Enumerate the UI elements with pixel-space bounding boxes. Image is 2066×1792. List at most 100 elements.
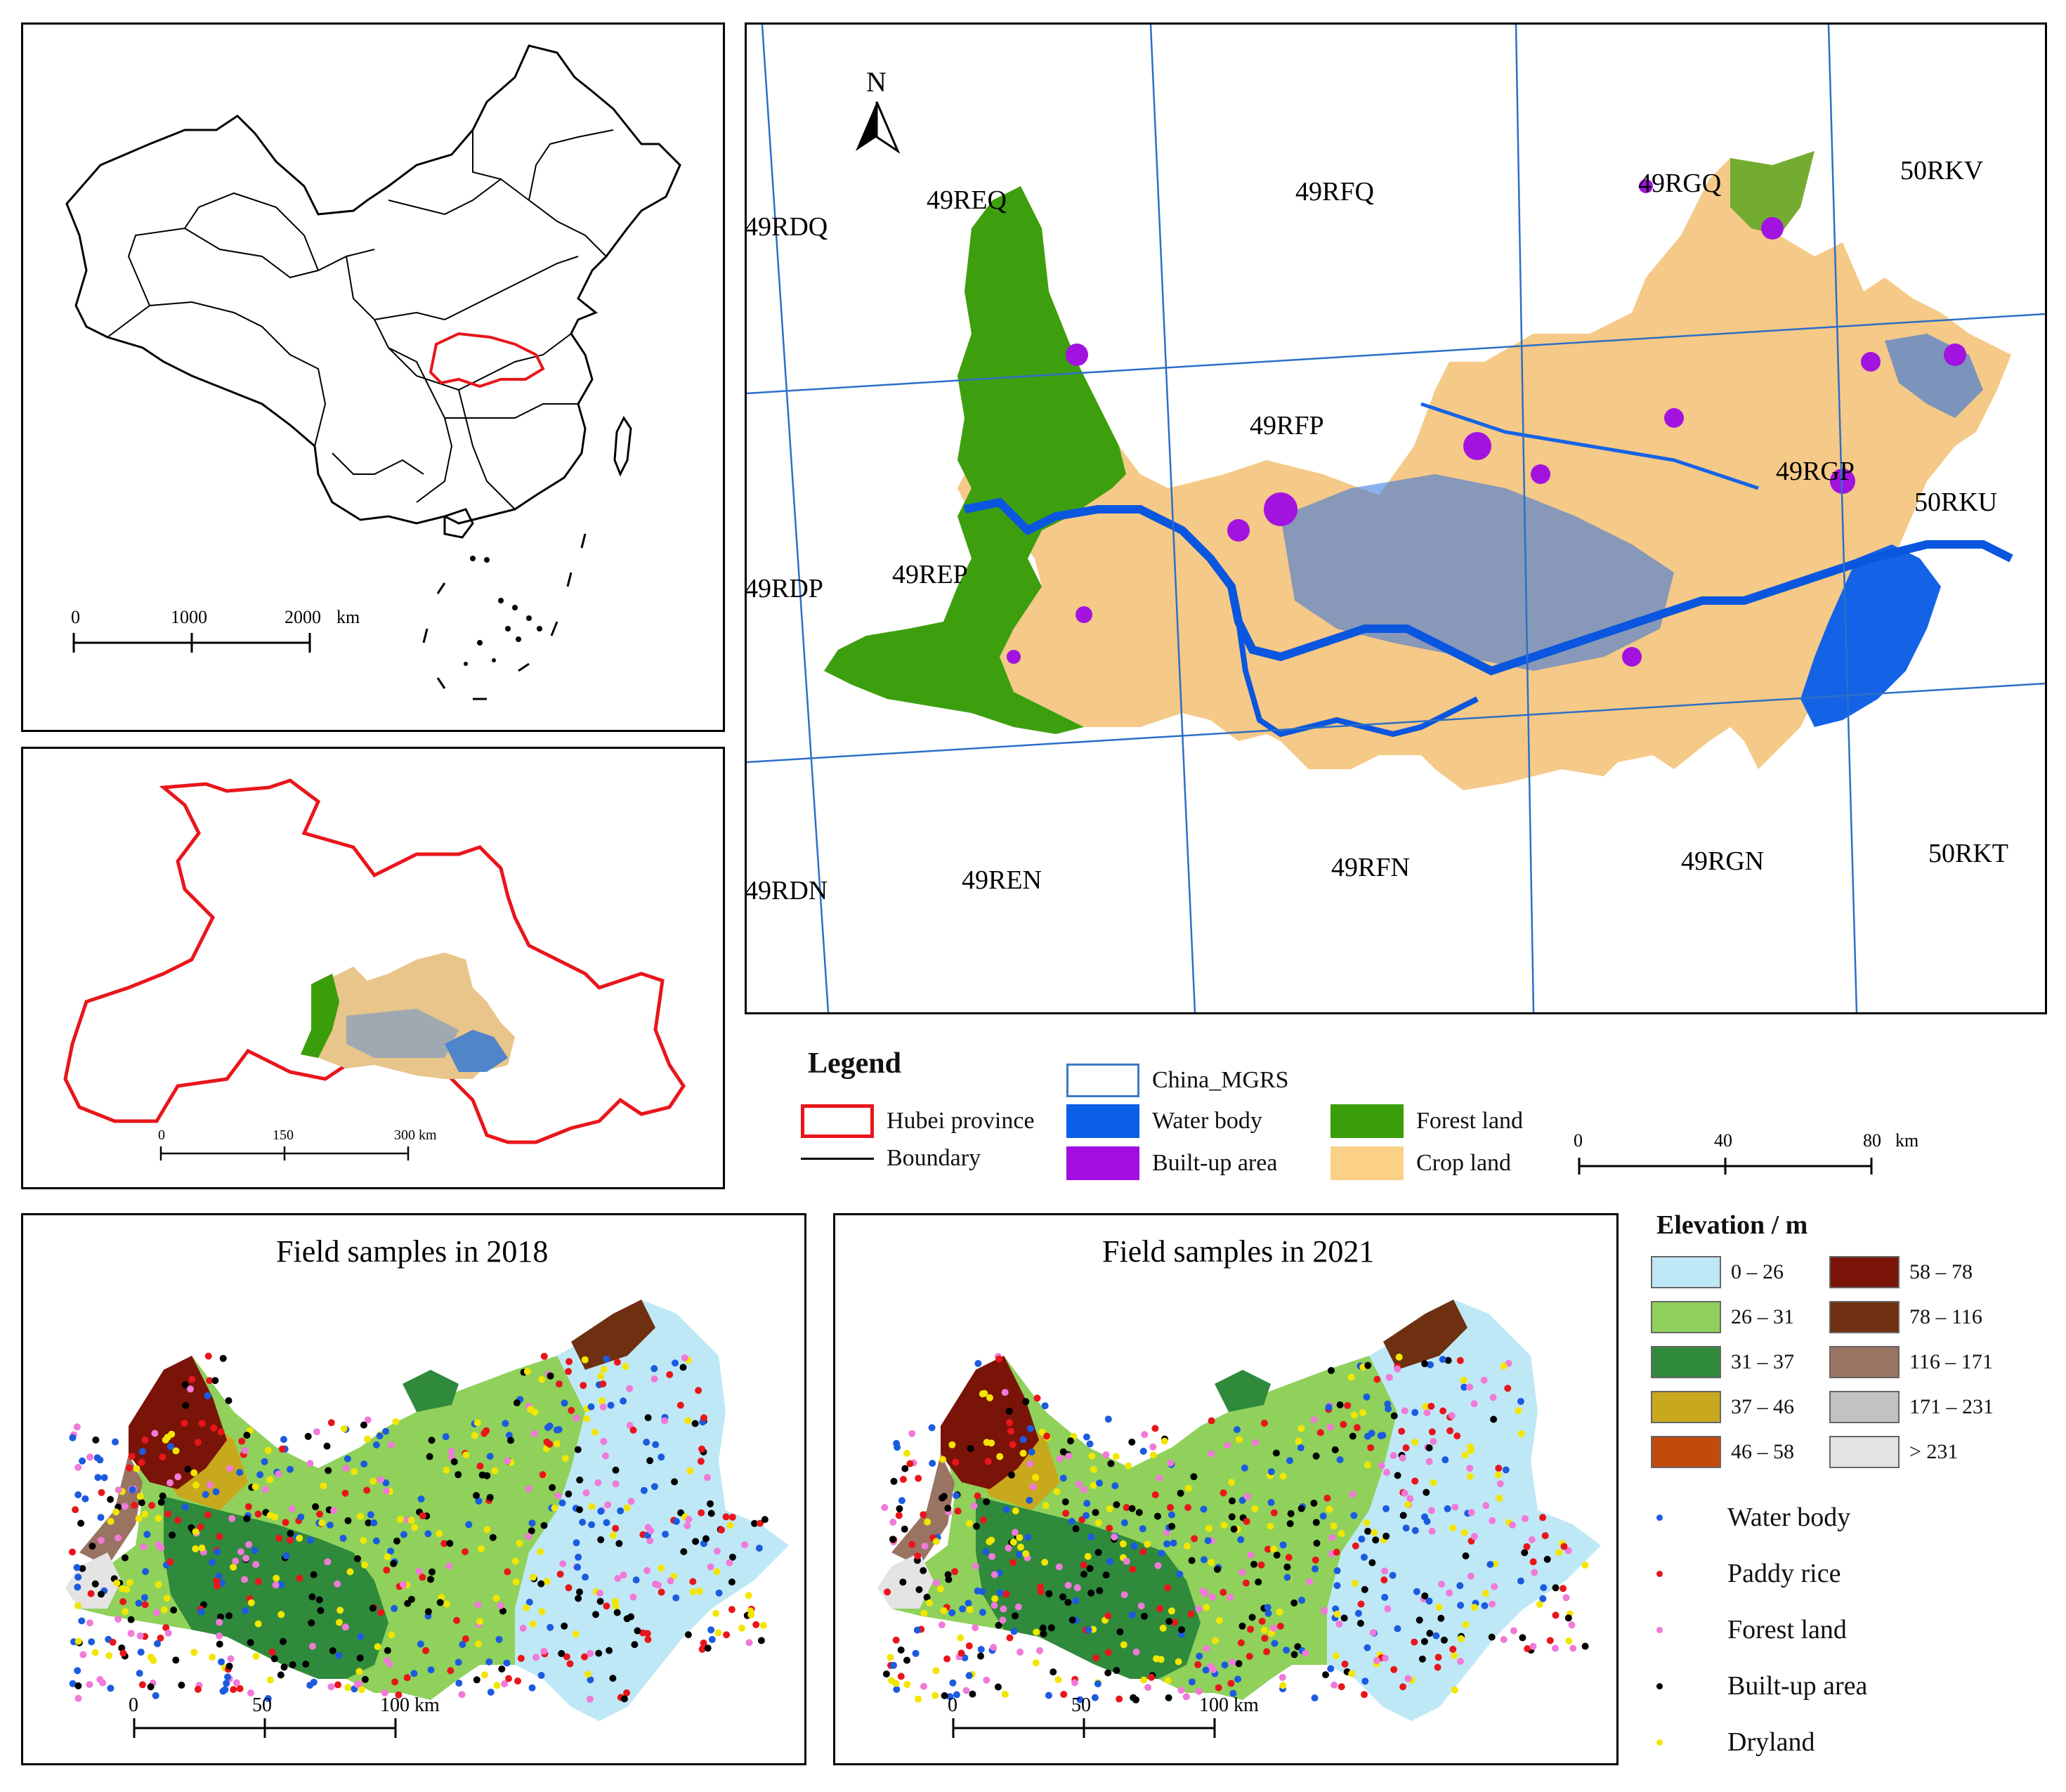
sample-point (1250, 1560, 1257, 1568)
sample-point (129, 1486, 136, 1493)
sample-point (1456, 1356, 1464, 1364)
sample-point (516, 1540, 523, 1547)
sample-point (427, 1576, 434, 1583)
north-arrow-icon (856, 101, 901, 155)
sample-point (206, 1481, 214, 1489)
sample-point (1178, 1626, 1185, 1633)
sample-point (1227, 1593, 1234, 1601)
sample-point (372, 1537, 380, 1545)
sample-point (225, 1662, 233, 1670)
sample-point (897, 1673, 905, 1680)
sample-point (1461, 1451, 1469, 1459)
sample-point (620, 1397, 627, 1405)
sample-point (1094, 1519, 1102, 1526)
sample-point (995, 1621, 1002, 1629)
sample-point (282, 1552, 290, 1559)
sample-point (105, 1652, 113, 1659)
sample-point (1260, 1626, 1268, 1634)
sample-point (1123, 1504, 1130, 1511)
mgrs-map-panel: N 49RDQ 49REQ 49RFQ 49RGQ 50RKV 49RFP 49… (745, 22, 2047, 1014)
sample-point (1369, 1629, 1377, 1637)
sample-point (153, 1609, 160, 1616)
sample-point (1168, 1607, 1175, 1615)
elevation-swatch (1829, 1256, 1900, 1288)
sample-point (549, 1484, 556, 1491)
sample-point (360, 1421, 367, 1429)
sample-point (951, 1568, 959, 1576)
sample-point (190, 1469, 198, 1477)
sample-point (1151, 1491, 1159, 1498)
sample-point (1037, 1588, 1045, 1595)
sample-point (487, 1688, 495, 1696)
sample-point (899, 1578, 907, 1586)
sample-point (312, 1503, 320, 1510)
tile-label: 50RKT (1928, 839, 2008, 868)
sample-point (181, 1420, 188, 1427)
sample-point (1242, 1579, 1250, 1587)
sample-point (620, 1571, 627, 1579)
sample-point (1367, 1444, 1375, 1451)
sample-point (1009, 1559, 1017, 1567)
sample-point (1340, 1420, 1347, 1428)
sample-point (650, 1375, 658, 1382)
sample-point (1441, 1456, 1449, 1464)
sample-point (209, 1654, 216, 1661)
sample-point (1353, 1424, 1361, 1432)
sample-point (692, 1538, 700, 1545)
sample-point (1312, 1565, 1319, 1573)
sample-point (1283, 1563, 1291, 1571)
sample-point (684, 1417, 692, 1425)
sample-point (388, 1631, 395, 1639)
sample-point (369, 1604, 377, 1612)
sample-point (353, 1680, 361, 1688)
china-scale-tick: 1000 (171, 607, 207, 627)
forest-land-ne (1730, 151, 1815, 235)
sample-point (73, 1564, 81, 1571)
elevation-class-label: > 231 (1909, 1440, 1959, 1463)
sample-point (87, 1590, 95, 1597)
sample-point (1440, 1636, 1448, 1644)
sample-point (1116, 1695, 1123, 1703)
sample-point (166, 1558, 174, 1566)
sample-point (1200, 1505, 1208, 1513)
sample-point (1164, 1677, 1172, 1685)
sample-point (1235, 1660, 1243, 1668)
sample-point (544, 1424, 551, 1432)
sample-point (1448, 1412, 1456, 1420)
sample-point (584, 1670, 591, 1678)
sample-point (1139, 1525, 1146, 1533)
sample-point (946, 1693, 954, 1701)
sample-point (453, 1616, 461, 1624)
sample-point (1264, 1545, 1271, 1553)
sample-point (264, 1446, 272, 1454)
sample-point (623, 1689, 631, 1696)
sample-point (525, 1533, 532, 1541)
sample-point (1156, 1604, 1163, 1612)
sample-point (532, 1654, 540, 1661)
sample-point (1529, 1558, 1537, 1566)
sample-point (170, 1607, 178, 1614)
sample-point (403, 1674, 411, 1682)
sample-point (1073, 1584, 1081, 1592)
sample-point (565, 1368, 573, 1375)
sample-point (1482, 1590, 1489, 1597)
sample-point (537, 1672, 545, 1679)
sample-point (390, 1559, 398, 1567)
sample-point (897, 1646, 905, 1654)
sample-point (1378, 1462, 1385, 1470)
sample-point (287, 1530, 294, 1537)
sample-point (1072, 1525, 1080, 1533)
sample-point (296, 1574, 303, 1582)
sample-point (1457, 1635, 1465, 1642)
sample-point (728, 1513, 736, 1521)
sample-point (612, 1466, 620, 1474)
sample-point (1416, 1616, 1423, 1624)
sample-point (712, 1609, 719, 1617)
sample-point (1184, 1543, 1191, 1550)
sample-point (1041, 1559, 1049, 1566)
sample-point (1086, 1564, 1094, 1572)
sample-point (415, 1567, 423, 1575)
sample-point (698, 1445, 705, 1453)
sample-type-label: Dryland (1727, 1727, 1815, 1757)
sample-point (1456, 1582, 1464, 1590)
